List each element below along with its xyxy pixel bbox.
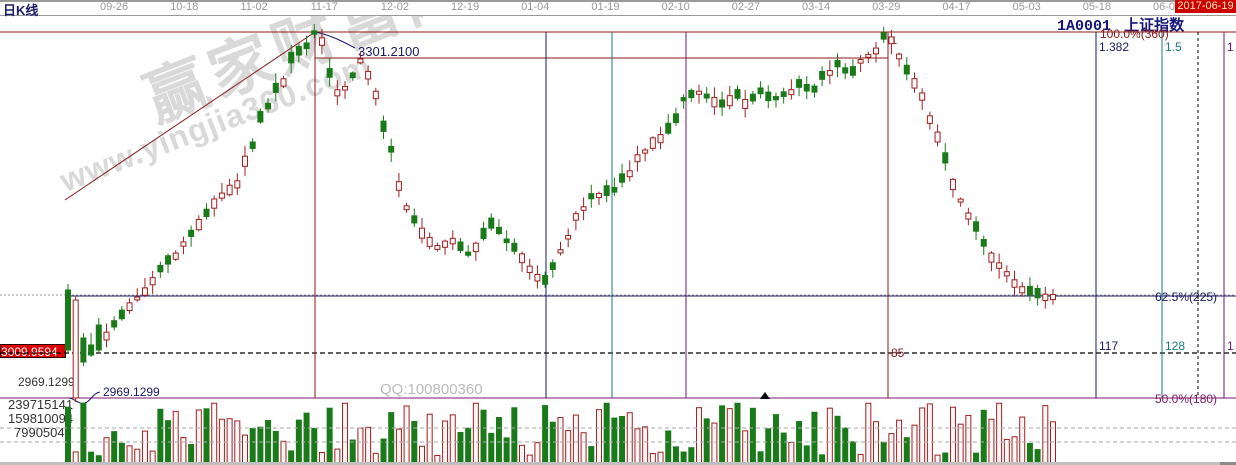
svg-text:1: 1 (1227, 339, 1234, 353)
svg-text:QQ:100800360: QQ:100800360 (380, 381, 483, 398)
svg-text:3301.2100: 3301.2100 (358, 44, 419, 59)
svg-text:62.5%(225): 62.5%(225) (1155, 290, 1217, 304)
svg-text:1.382: 1.382 (1099, 40, 1129, 54)
svg-text:128: 128 (1165, 339, 1185, 353)
svg-text:85: 85 (891, 346, 905, 360)
svg-text:1: 1 (1227, 40, 1234, 54)
svg-text:100.0%(360): 100.0%(360) (1100, 27, 1169, 41)
svg-text:2969.1299: 2969.1299 (103, 385, 160, 399)
svg-text:1.5: 1.5 (1165, 40, 1182, 54)
svg-text:117: 117 (1099, 339, 1118, 353)
svg-text:50.0%(180): 50.0%(180) (1155, 392, 1217, 406)
